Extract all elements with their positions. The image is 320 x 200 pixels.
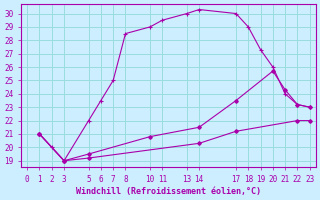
X-axis label: Windchill (Refroidissement éolien,°C): Windchill (Refroidissement éolien,°C): [76, 187, 261, 196]
